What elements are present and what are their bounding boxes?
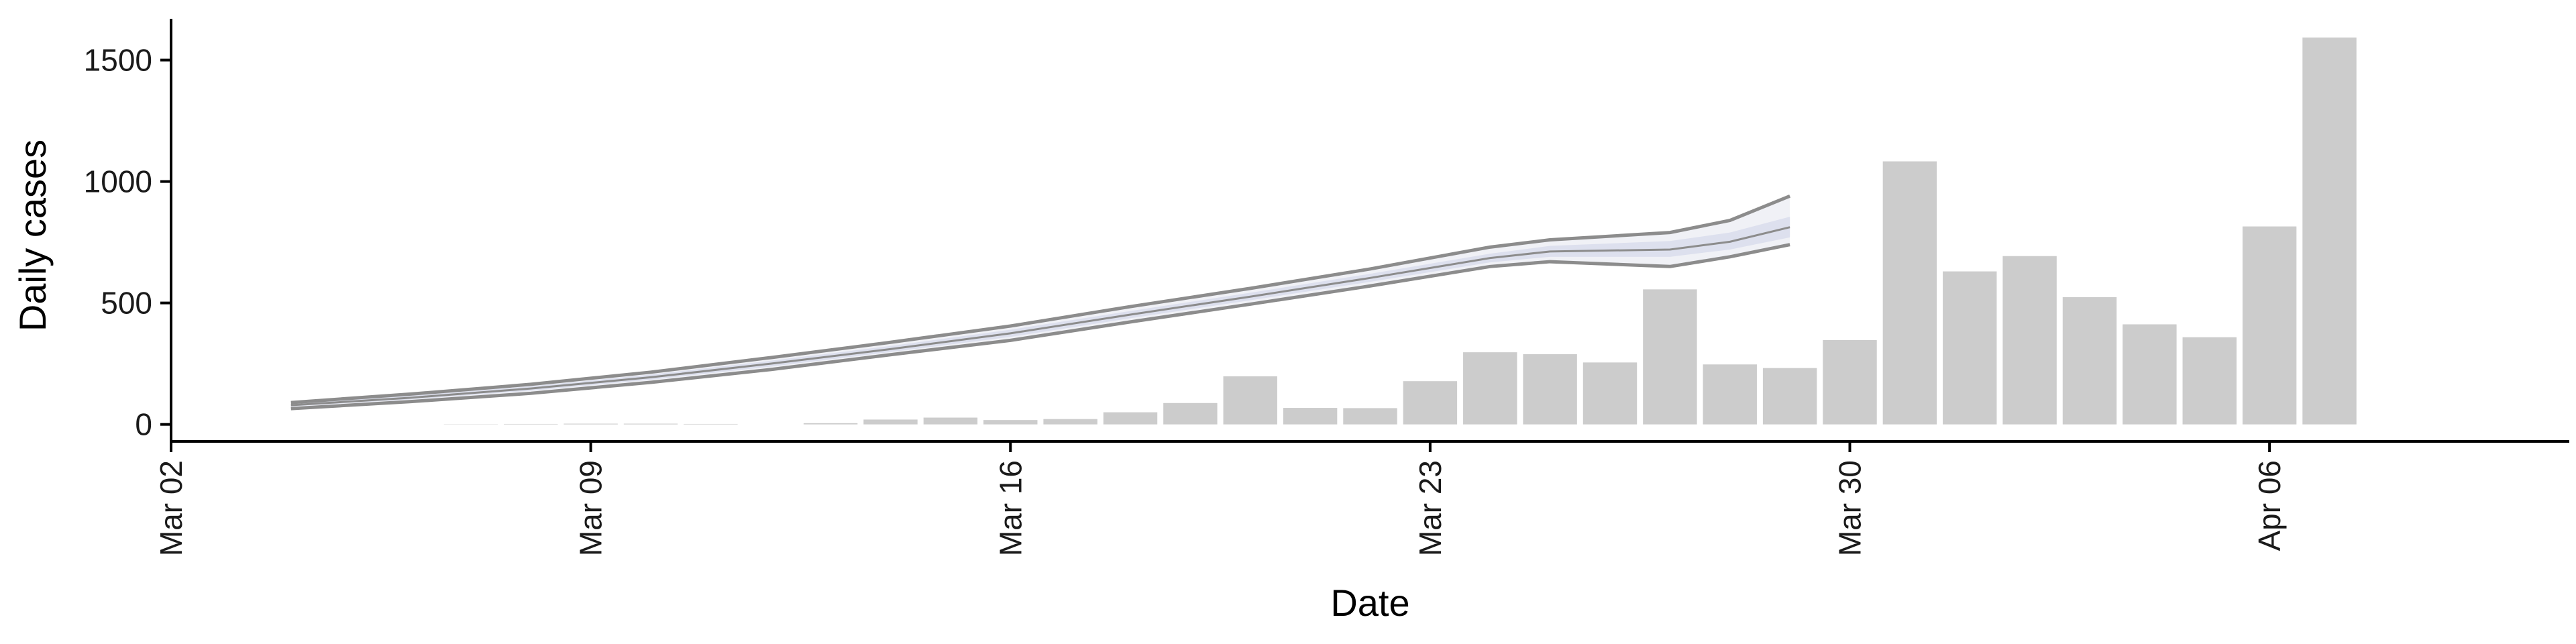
bar	[1103, 412, 1158, 425]
x-tick-label: Mar 02	[154, 460, 189, 556]
bar	[623, 423, 678, 425]
y-tick-label: 0	[135, 407, 152, 442]
bar	[923, 417, 978, 425]
bar	[504, 423, 558, 425]
bar	[2242, 226, 2297, 425]
bar	[983, 420, 1038, 425]
bar-layer	[443, 37, 2357, 425]
bar	[863, 419, 918, 425]
bar	[1643, 289, 1697, 425]
bar	[1943, 271, 1997, 425]
bar	[1582, 362, 1638, 425]
x-tick-label: Mar 30	[1833, 460, 1868, 556]
x-tick-layer: Mar 02 Mar 09 Mar 16 Mar 23 Mar 30 Apr 06	[154, 441, 2287, 556]
bar	[1703, 364, 1757, 425]
y-tick-label: 500	[101, 286, 152, 321]
bar	[1523, 354, 1577, 425]
x-tick-label: Mar 09	[574, 460, 608, 556]
bar	[1463, 352, 1517, 425]
x-tick-label: Apr 06	[2252, 460, 2287, 551]
bar	[2302, 37, 2357, 425]
bar	[1223, 376, 1277, 425]
y-tick-label: 1500	[84, 43, 152, 78]
axis-layer	[170, 19, 2569, 443]
bar	[2002, 256, 2057, 425]
bar	[1043, 419, 1097, 425]
median-line	[290, 226, 1790, 407]
bar	[2123, 324, 2177, 425]
y-tick-label: 1000	[84, 164, 152, 199]
bar	[1762, 368, 1817, 425]
bar	[1882, 161, 1937, 425]
bar	[803, 423, 858, 425]
bar	[564, 423, 618, 425]
bar	[684, 423, 738, 425]
y-tick-layer: 0 500 1000 1500	[84, 43, 171, 442]
x-tick-label: Mar 23	[1413, 460, 1448, 556]
bar	[1283, 408, 1338, 425]
bar	[1403, 381, 1458, 425]
bar	[2062, 297, 2117, 425]
bar	[1823, 340, 1877, 425]
x-tick-label: Mar 16	[993, 460, 1028, 556]
x-axis-title: Date	[1330, 582, 1409, 624]
bar	[1343, 408, 1397, 425]
estimate-line-layer	[290, 194, 1791, 411]
lower-bound-line	[290, 243, 1790, 411]
bar	[1163, 402, 1218, 425]
y-axis-title: Daily cases	[11, 140, 54, 331]
bar	[2182, 337, 2237, 425]
upper-bound-line	[290, 194, 1791, 405]
